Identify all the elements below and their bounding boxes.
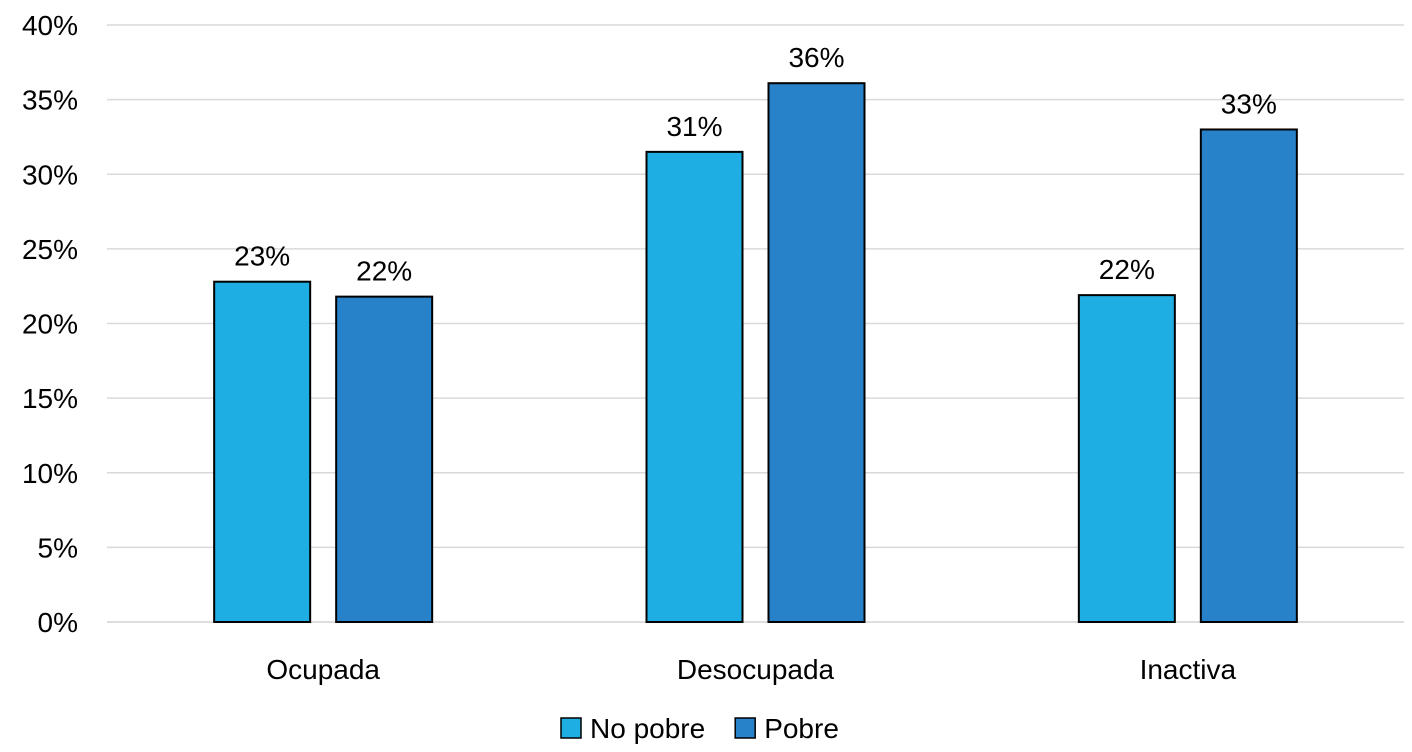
data-label: 33%: [1221, 88, 1277, 119]
legend-label: Pobre: [764, 713, 839, 744]
x-category-label: Ocupada: [266, 654, 380, 685]
y-tick-label: 20%: [22, 309, 78, 340]
y-tick-label: 15%: [22, 383, 78, 414]
data-label: 23%: [234, 241, 290, 272]
x-category-label: Inactiva: [1140, 654, 1237, 685]
legend-label: No pobre: [590, 713, 705, 744]
bar-pobre-ocupada: [335, 295, 434, 623]
legend-swatch: [560, 717, 582, 739]
y-tick-label: 0%: [38, 607, 78, 638]
bar-no-pobre-inactiva: [1077, 294, 1176, 623]
legend-swatch: [734, 717, 756, 739]
data-label: 36%: [788, 42, 844, 73]
data-label: 22%: [1099, 254, 1155, 285]
bar-no-pobre-desocupada: [645, 150, 744, 624]
y-tick-label: 35%: [22, 85, 78, 116]
bar-pobre-desocupada: [767, 82, 866, 623]
y-tick-label: 10%: [22, 458, 78, 489]
y-tick-label: 30%: [22, 159, 78, 190]
x-category-label: Desocupada: [677, 654, 835, 685]
y-axis-tick-labels: 0% 5% 10% 15% 20% 25% 30% 35% 40%: [22, 10, 78, 638]
legend: No pobre Pobre: [560, 713, 839, 744]
y-tick-label: 40%: [22, 10, 78, 41]
bar-no-pobre-ocupada: [213, 280, 312, 623]
gridlines: [107, 24, 1404, 623]
bar-pobre-inactiva: [1199, 128, 1298, 623]
data-label: 31%: [666, 111, 722, 142]
data-label: 22%: [356, 256, 412, 287]
data-labels: 23% 22% 31% 36% 22% 33%: [234, 42, 1277, 286]
bars: [213, 82, 1298, 624]
y-tick-label: 5%: [38, 532, 78, 563]
x-axis-category-labels: Ocupada Desocupada Inactiva: [266, 654, 1236, 685]
y-tick-label: 25%: [22, 234, 78, 265]
